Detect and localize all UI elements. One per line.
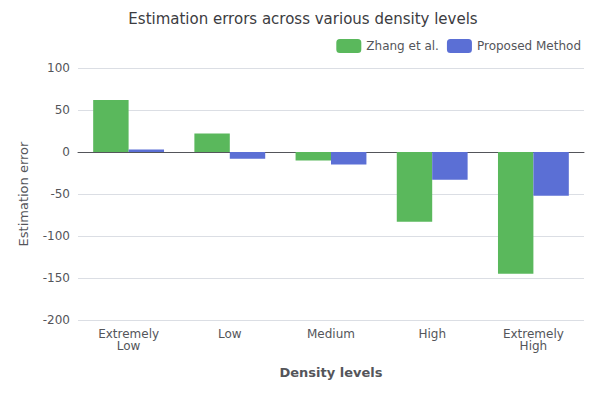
svg-text:-50: -50 (50, 187, 70, 201)
svg-text:Extremely: Extremely (502, 327, 564, 341)
svg-text:Estimation errors across vario: Estimation errors across various density… (128, 10, 477, 28)
svg-text:Medium: Medium (307, 327, 355, 341)
svg-text:-200: -200 (43, 313, 70, 327)
svg-text:Low: Low (117, 339, 141, 353)
svg-text:High: High (520, 339, 548, 353)
svg-text:-150: -150 (43, 271, 70, 285)
svg-text:Zhang et al.: Zhang et al. (366, 39, 439, 53)
svg-text:0: 0 (62, 145, 70, 159)
svg-text:100: 100 (47, 61, 70, 75)
svg-text:Extremely: Extremely (98, 327, 160, 341)
svg-text:-100: -100 (43, 229, 70, 243)
svg-text:Density levels: Density levels (279, 365, 382, 380)
svg-text:Low: Low (218, 327, 242, 341)
svg-text:High: High (418, 327, 446, 341)
svg-text:50: 50 (55, 103, 70, 117)
svg-text:Proposed Method: Proposed Method (477, 39, 581, 53)
svg-text:Estimation error: Estimation error (16, 141, 31, 246)
